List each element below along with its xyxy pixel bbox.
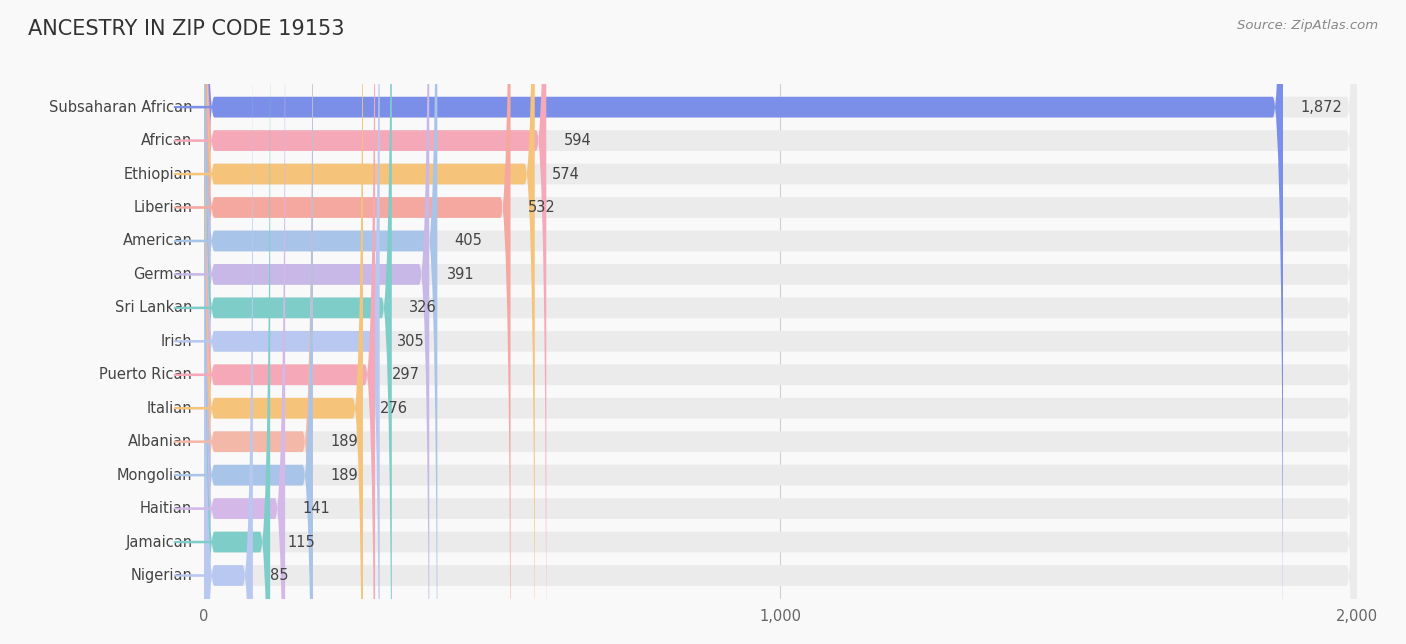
- Text: 391: 391: [447, 267, 474, 282]
- Text: ANCESTRY IN ZIP CODE 19153: ANCESTRY IN ZIP CODE 19153: [28, 19, 344, 39]
- Text: African: African: [141, 133, 193, 148]
- FancyBboxPatch shape: [204, 0, 253, 644]
- Text: Sri Lankan: Sri Lankan: [115, 300, 193, 316]
- FancyBboxPatch shape: [204, 0, 312, 644]
- Circle shape: [174, 106, 215, 108]
- Circle shape: [174, 508, 215, 509]
- Text: 115: 115: [287, 535, 315, 549]
- Circle shape: [174, 542, 215, 543]
- FancyBboxPatch shape: [204, 0, 1357, 644]
- Text: Irish: Irish: [160, 334, 193, 349]
- FancyBboxPatch shape: [204, 0, 1357, 644]
- Text: Albanian: Albanian: [128, 434, 193, 449]
- Text: 405: 405: [454, 234, 482, 249]
- Circle shape: [174, 307, 215, 308]
- FancyBboxPatch shape: [204, 0, 1357, 644]
- FancyBboxPatch shape: [204, 0, 1357, 644]
- FancyBboxPatch shape: [204, 0, 510, 644]
- FancyBboxPatch shape: [204, 0, 285, 644]
- FancyBboxPatch shape: [204, 0, 1357, 644]
- Circle shape: [174, 341, 215, 342]
- Circle shape: [174, 374, 215, 375]
- FancyBboxPatch shape: [204, 0, 1357, 644]
- FancyBboxPatch shape: [204, 0, 1357, 644]
- Text: Italian: Italian: [146, 401, 193, 416]
- Text: 532: 532: [527, 200, 555, 215]
- Circle shape: [174, 207, 215, 208]
- FancyBboxPatch shape: [204, 0, 437, 644]
- Text: 574: 574: [553, 167, 579, 182]
- Text: 189: 189: [330, 434, 359, 449]
- Text: 326: 326: [409, 300, 437, 316]
- FancyBboxPatch shape: [204, 0, 1357, 644]
- Text: 85: 85: [270, 568, 288, 583]
- Text: Puerto Rican: Puerto Rican: [100, 367, 193, 383]
- Text: American: American: [122, 234, 193, 249]
- Text: 297: 297: [392, 367, 420, 383]
- FancyBboxPatch shape: [204, 0, 1357, 644]
- Text: Subsaharan African: Subsaharan African: [49, 100, 193, 115]
- Text: Nigerian: Nigerian: [131, 568, 193, 583]
- FancyBboxPatch shape: [204, 0, 363, 644]
- Circle shape: [174, 408, 215, 409]
- FancyBboxPatch shape: [204, 0, 380, 644]
- Circle shape: [174, 575, 215, 576]
- FancyBboxPatch shape: [204, 0, 1357, 644]
- FancyBboxPatch shape: [204, 0, 392, 644]
- Text: Haitian: Haitian: [141, 501, 193, 516]
- FancyBboxPatch shape: [204, 0, 547, 644]
- FancyBboxPatch shape: [204, 0, 1357, 644]
- Circle shape: [174, 274, 215, 275]
- Text: 189: 189: [330, 468, 359, 482]
- Text: 305: 305: [396, 334, 425, 349]
- Text: 141: 141: [302, 501, 330, 516]
- Text: 276: 276: [380, 401, 408, 416]
- Text: German: German: [134, 267, 193, 282]
- Circle shape: [174, 441, 215, 442]
- Circle shape: [174, 475, 215, 476]
- FancyBboxPatch shape: [204, 0, 1357, 644]
- Text: Ethiopian: Ethiopian: [124, 167, 193, 182]
- Text: Jamaican: Jamaican: [125, 535, 193, 549]
- FancyBboxPatch shape: [204, 0, 1357, 644]
- FancyBboxPatch shape: [204, 0, 429, 644]
- Text: 1,872: 1,872: [1301, 100, 1343, 115]
- FancyBboxPatch shape: [204, 0, 534, 644]
- Circle shape: [174, 140, 215, 141]
- FancyBboxPatch shape: [204, 0, 375, 644]
- Circle shape: [174, 240, 215, 242]
- FancyBboxPatch shape: [204, 0, 312, 644]
- Text: Mongolian: Mongolian: [117, 468, 193, 482]
- Text: Liberian: Liberian: [134, 200, 193, 215]
- FancyBboxPatch shape: [204, 0, 1284, 644]
- FancyBboxPatch shape: [204, 0, 270, 644]
- FancyBboxPatch shape: [204, 0, 1357, 644]
- Circle shape: [174, 173, 215, 175]
- Text: Source: ZipAtlas.com: Source: ZipAtlas.com: [1237, 19, 1378, 32]
- Text: 594: 594: [564, 133, 592, 148]
- FancyBboxPatch shape: [204, 0, 1357, 644]
